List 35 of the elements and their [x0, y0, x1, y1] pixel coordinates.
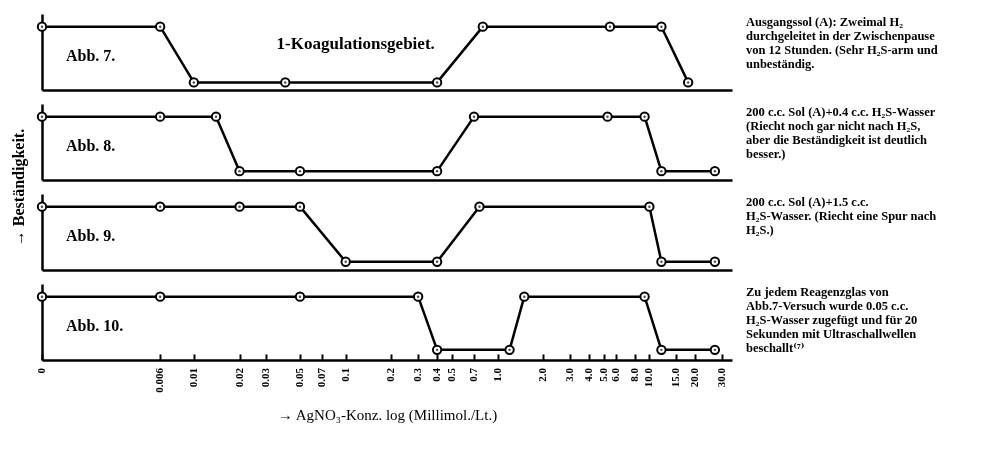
- x-tick-label: 30.0: [714, 367, 727, 388]
- x-tick-label: 20.0: [688, 367, 701, 388]
- x-tick-label: 0.02: [232, 367, 245, 388]
- x-axis-title: → AgNO₃-Konz. log (Millimol./Lt.): [277, 406, 498, 424]
- text: Ausgangssol (A): Zweimal H₂ durchgeleitet in der Zwischenpause von 12 Stunden. (Sehr H₂S-arm und unbeständig.: [746, 15, 938, 71]
- y-axis-title: → Beständigkeit.: [9, 128, 28, 247]
- x-tick-label: 0.03: [259, 367, 272, 388]
- x-tick-label: 5.0: [596, 367, 609, 382]
- x-tick-label: 0.5: [444, 367, 457, 382]
- x-tick-label: 2.0: [536, 367, 549, 382]
- annotation: Abb. 8.: [66, 136, 116, 154]
- x-tick-label: 6.0: [608, 367, 621, 382]
- x-tick-label: 0: [35, 367, 47, 374]
- annotation: Abb. 7.: [66, 46, 116, 64]
- x-tick-label: 0.7: [467, 367, 480, 382]
- x-tick-label: 0.4: [430, 367, 443, 382]
- x-tick-label: 0.3: [411, 367, 424, 382]
- x-tick-label: 0.07: [315, 367, 328, 388]
- x-tick-label: 3.0: [562, 367, 575, 382]
- text: 200 c.c. Sol (A)+0.4 c.c. H₂S-Wasser (Riecht noch gar nicht nach H₂S, aber die Beständigkeit ist deutlich besser.): [746, 105, 936, 161]
- x-tick-label: 8.0: [627, 367, 640, 382]
- x-tick-label: 15.0: [669, 367, 682, 388]
- x-tick-label: 4.0: [581, 367, 594, 382]
- x-tick-label: 0.006: [153, 367, 166, 393]
- x-tick-label: 0.2: [384, 367, 397, 382]
- x-tick-label: 0.01: [186, 368, 199, 388]
- text: 200 c.c. Sol (A)+1.5 c.c. H₂S-Wasser. (Riecht eine Spur nach H₂S.): [746, 195, 937, 237]
- annotation: 1-Koagulationsgebiet.: [276, 34, 435, 54]
- x-tick-label: 0.05: [292, 367, 305, 388]
- x-tick-label: 0.1: [338, 368, 351, 382]
- x-tick-label: 1.0: [490, 367, 503, 382]
- annotation: Abb. 9.: [66, 226, 116, 244]
- x-tick-label: 10.0: [642, 367, 655, 388]
- text: Zu jedem Reagenzglas von Abb.7-Versuch wurde 0.05 c.c. H₂S-Wasser zugefügt und für 20 Sekunden mit Ultraschallwellen beschallt⁽⁷⁾: [746, 285, 918, 355]
- annotation: Abb. 10.: [66, 316, 124, 334]
